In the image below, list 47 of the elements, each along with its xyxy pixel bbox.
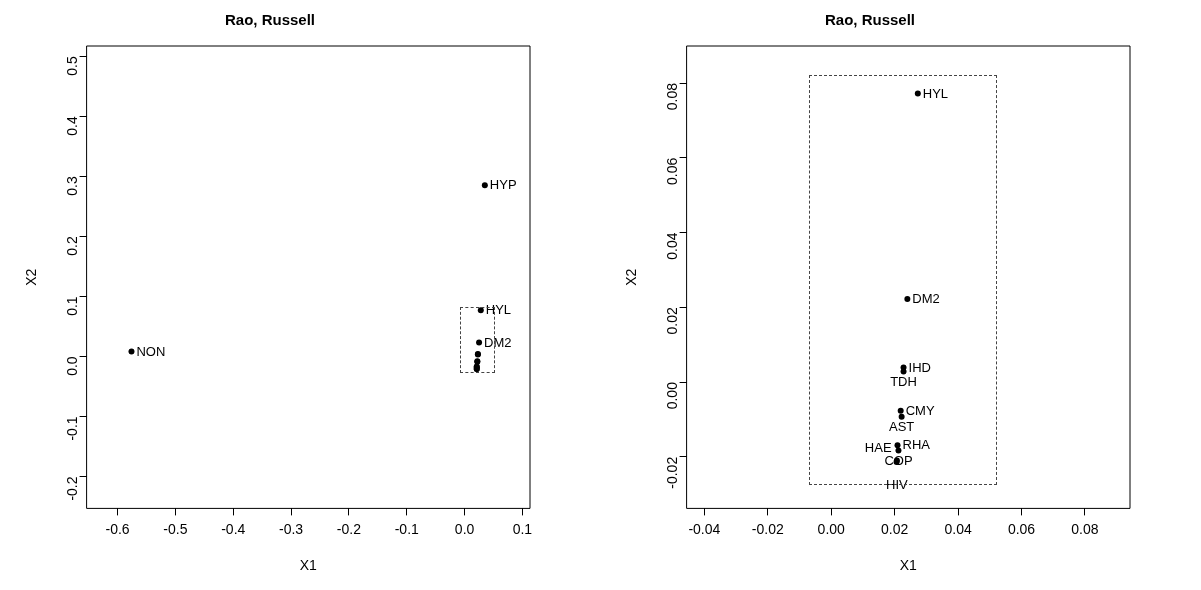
y-axis-title: X2 bbox=[623, 268, 640, 286]
annotation: HYL bbox=[922, 85, 949, 101]
y-tick-label: 0.2 bbox=[64, 236, 81, 256]
y-tick-label: 0.06 bbox=[664, 157, 681, 186]
annotation: DM2 bbox=[484, 334, 512, 350]
x-tick-label: -0.6 bbox=[105, 520, 130, 537]
chart-title: Rao, Russell bbox=[224, 11, 316, 29]
y-tick-label: 0.04 bbox=[664, 232, 681, 260]
x-tick-label: -0.04 bbox=[688, 520, 721, 537]
y-tick-label: 0.4 bbox=[64, 116, 81, 136]
x-tick-label: -0.1 bbox=[394, 520, 420, 537]
annotation: HYP bbox=[489, 177, 517, 193]
x-axis-title: X1 bbox=[299, 557, 318, 574]
annotation: TDH bbox=[890, 373, 917, 389]
x-tick-label: 0.1 bbox=[512, 520, 533, 537]
y-tick-label: -0.1 bbox=[64, 416, 81, 441]
y-axis-title: X2 bbox=[23, 268, 40, 286]
x-tick-label: 0.04 bbox=[944, 520, 972, 537]
annotation: HAE bbox=[864, 440, 892, 456]
x-axis-title: X1 bbox=[899, 557, 918, 574]
x-tick-label: 0.06 bbox=[1007, 520, 1036, 537]
x-tick-label: -0.2 bbox=[336, 520, 362, 537]
x-tick-label: 0.0 bbox=[454, 520, 475, 537]
annotation: AST bbox=[889, 418, 915, 434]
y-tick-label: 0.08 bbox=[664, 82, 681, 111]
y-tick-label: 0.1 bbox=[64, 296, 81, 316]
annotation: HYL bbox=[485, 302, 512, 318]
annotation: IHD bbox=[908, 359, 931, 375]
x-tick-label: 0.08 bbox=[1071, 520, 1099, 537]
x-tick-label: -0.4 bbox=[221, 520, 246, 537]
annotation: NON bbox=[136, 343, 166, 359]
y-tick-label: 0.02 bbox=[664, 307, 681, 335]
x-tick-label: -0.02 bbox=[751, 520, 784, 537]
annotation: RHA bbox=[902, 437, 931, 453]
x-tick-label: -0.3 bbox=[279, 520, 304, 537]
x-tick-label: -0.5 bbox=[163, 520, 188, 537]
y-tick-label: 0.3 bbox=[64, 176, 81, 196]
annotation: DM2 bbox=[912, 291, 940, 307]
annotation: CMY bbox=[905, 402, 935, 418]
y-tick-label: 0.0 bbox=[64, 356, 81, 376]
chart-title: Rao, Russell bbox=[824, 11, 916, 29]
y-tick-label: -0.02 bbox=[664, 456, 681, 489]
x-tick-label: 0.02 bbox=[881, 520, 909, 537]
x-tick-label: 0.00 bbox=[817, 520, 846, 537]
y-tick-label: 0.00 bbox=[664, 381, 681, 410]
y-tick-label: -0.2 bbox=[64, 476, 81, 501]
y-tick-label: 0.5 bbox=[64, 56, 81, 76]
